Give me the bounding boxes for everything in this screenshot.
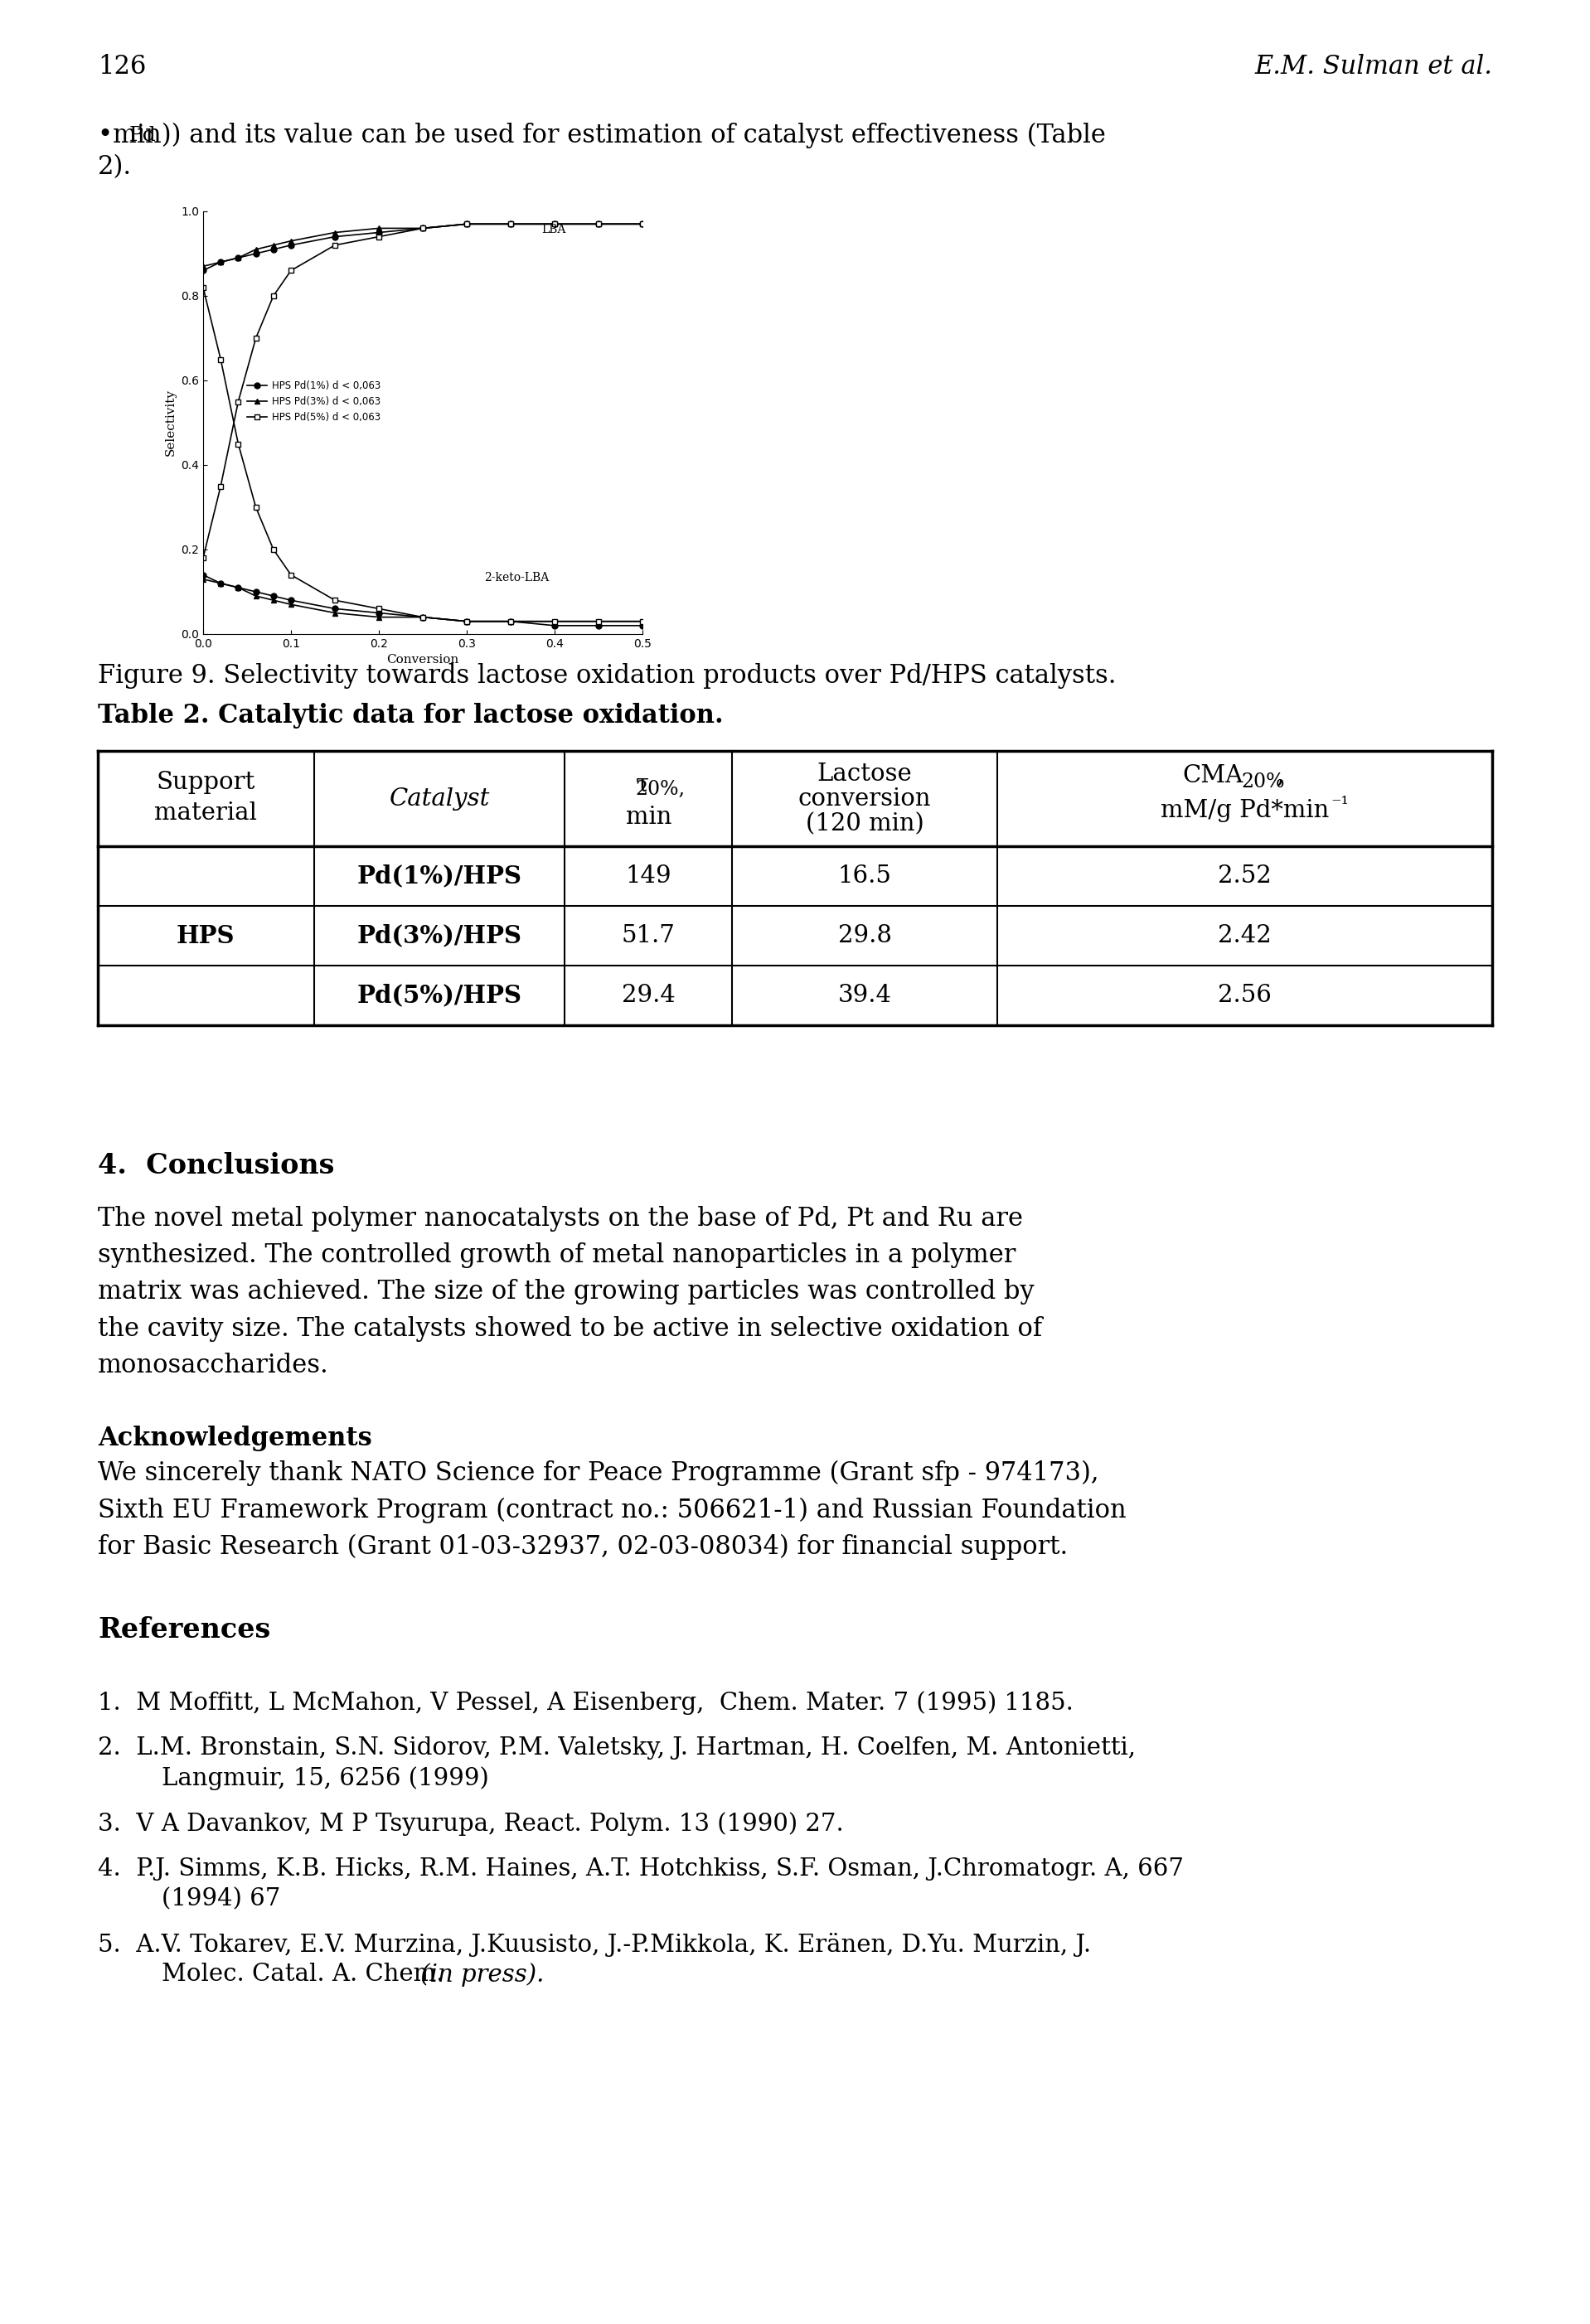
Text: Pd(5%)/HPS: Pd(5%)/HPS	[356, 983, 522, 1006]
Text: 1.  M Moffitt, L McMahon, V Pessel, A Eisenberg,  Chem. Mater. 7 (1995) 1185.: 1. M Moffitt, L McMahon, V Pessel, A Eis…	[99, 1692, 1073, 1715]
Text: E.M. Sulman et al.: E.M. Sulman et al.	[1255, 53, 1491, 79]
Text: 2.52: 2.52	[1218, 865, 1272, 888]
Text: The novel metal polymer nanocatalysts on the base of Pd, Pt and Ru are
synthesiz: The novel metal polymer nanocatalysts on…	[99, 1206, 1041, 1378]
Text: Molec. Catal. A. Chem.: Molec. Catal. A. Chem.	[130, 1964, 444, 1985]
Text: Langmuir, 15, 6256 (1999): Langmuir, 15, 6256 (1999)	[130, 1766, 488, 1789]
Text: conversion: conversion	[798, 788, 932, 811]
Text: 4.  P.J. Simms, K.B. Hicks, R.M. Haines, A.T. Hotchkiss, S.F. Osman, J.Chromatog: 4. P.J. Simms, K.B. Hicks, R.M. Haines, …	[99, 1857, 1185, 1880]
Y-axis label: Selectivity: Selectivity	[165, 388, 176, 456]
Text: Catalyst: Catalyst	[390, 788, 490, 811]
Text: ,: ,	[1269, 765, 1285, 788]
Text: •min)) and its value can be used for estimation of catalyst effectiveness (Table: •min)) and its value can be used for est…	[99, 123, 1105, 149]
Text: 39.4: 39.4	[838, 983, 892, 1006]
Text: 2.42: 2.42	[1218, 925, 1272, 948]
X-axis label: Conversion: Conversion	[386, 655, 460, 667]
Text: 16.5: 16.5	[838, 865, 892, 888]
Text: 5.  A.V. Tokarev, E.V. Murzina, J.Kuusisto, J.-P.Mikkola, K. Eränen, D.Yu. Murzi: 5. A.V. Tokarev, E.V. Murzina, J.Kuusist…	[99, 1934, 1091, 1957]
Text: 29.8: 29.8	[838, 925, 892, 948]
Text: 4.  Conclusions: 4. Conclusions	[99, 1153, 334, 1178]
Text: 29.4: 29.4	[622, 983, 676, 1006]
Text: CMA: CMA	[1183, 765, 1243, 788]
Text: 20%: 20%	[1242, 774, 1285, 792]
Text: HPS: HPS	[176, 923, 235, 948]
Text: τ: τ	[636, 772, 649, 795]
Text: 126: 126	[99, 53, 146, 79]
Text: Table 2. Catalytic data for lactose oxidation.: Table 2. Catalytic data for lactose oxid…	[99, 702, 723, 727]
Text: (1994) 67: (1994) 67	[130, 1887, 280, 1910]
Text: Lactose: Lactose	[817, 762, 913, 786]
Text: mM/g Pd*min: mM/g Pd*min	[1161, 799, 1329, 823]
Text: References: References	[99, 1615, 270, 1643]
Text: 2).: 2).	[99, 153, 132, 179]
Text: 51.7: 51.7	[622, 925, 676, 948]
Text: 20%,: 20%,	[636, 779, 685, 799]
Text: 3.  V A Davankov, M P Tsyurupa, React. Polym. 13 (1990) 27.: 3. V A Davankov, M P Tsyurupa, React. Po…	[99, 1813, 844, 1836]
Text: 2-keto-LBA: 2-keto-LBA	[485, 572, 549, 583]
Text: 2.56: 2.56	[1218, 983, 1272, 1006]
Text: (in press).: (in press).	[413, 1964, 544, 1987]
Text: We sincerely thank NATO Science for Peace Programme (Grant sfp - 974173),
Sixth : We sincerely thank NATO Science for Peac…	[99, 1459, 1126, 1559]
Text: (120 min): (120 min)	[806, 813, 924, 834]
Text: min: min	[625, 806, 671, 830]
Text: material: material	[154, 802, 258, 825]
Text: Support: Support	[156, 772, 256, 795]
Text: Acknowledgements: Acknowledgements	[99, 1425, 372, 1450]
Text: 149: 149	[625, 865, 671, 888]
Text: Figure 9. Selectivity towards lactose oxidation products over Pd/HPS catalysts.: Figure 9. Selectivity towards lactose ox…	[99, 662, 1116, 688]
Text: Pd(1%)/HPS: Pd(1%)/HPS	[356, 865, 522, 888]
Text: Pd(3%)/HPS: Pd(3%)/HPS	[356, 923, 522, 948]
Text: 2.  L.M. Bronstain, S.N. Sidorov, P.M. Valetsky, J. Hartman, H. Coelfen, M. Anto: 2. L.M. Bronstain, S.N. Sidorov, P.M. Va…	[99, 1736, 1135, 1759]
Text: ⁻¹: ⁻¹	[1331, 797, 1348, 816]
Text: Pd: Pd	[129, 125, 156, 144]
Legend: HPS Pd(1%) d < 0,063, HPS Pd(3%) d < 0,063, HPS Pd(5%) d < 0,063: HPS Pd(1%) d < 0,063, HPS Pd(3%) d < 0,0…	[243, 376, 385, 428]
Text: LBA: LBA	[542, 223, 566, 235]
